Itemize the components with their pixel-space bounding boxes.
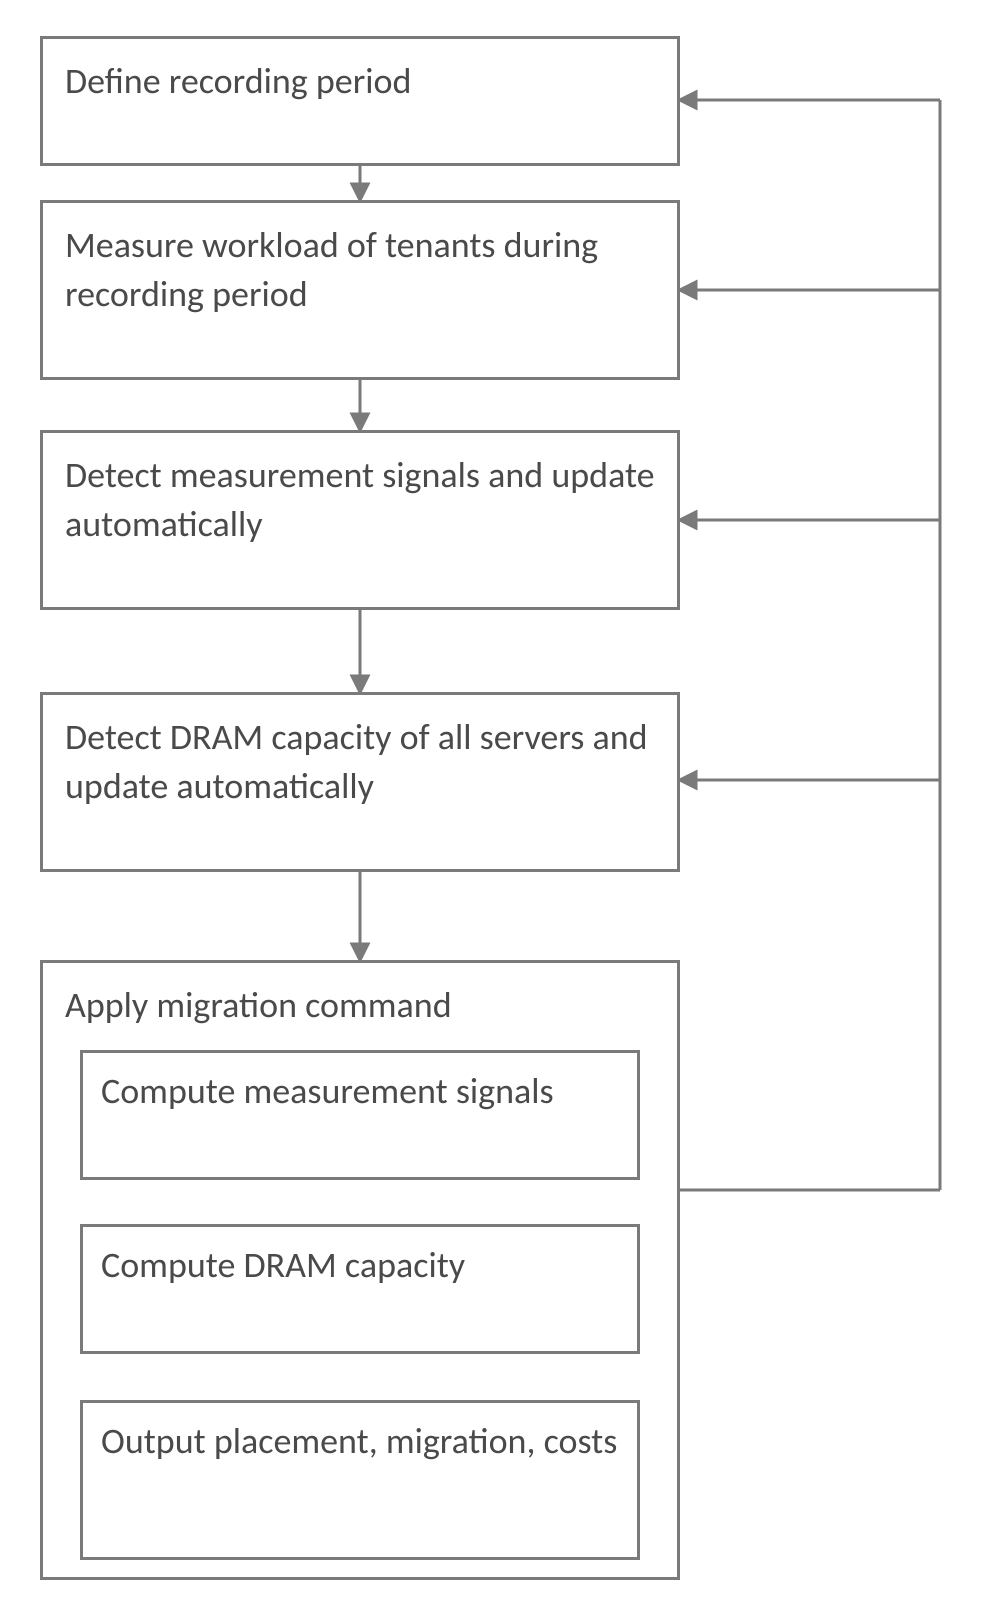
node-detect-signals: Detect measurement signals and update au… <box>40 430 680 610</box>
node-label: Apply migration command <box>65 983 452 1027</box>
subnode-compute-dram: Compute DRAM capacity <box>80 1224 640 1354</box>
subnode-label: Compute DRAM capacity <box>101 1243 465 1287</box>
node-label: Define recording period <box>65 59 411 103</box>
node-label: Measure workload of tenants during recor… <box>65 223 598 316</box>
node-measure-workload: Measure workload of tenants during recor… <box>40 200 680 380</box>
node-label: Detect measurement signals and update au… <box>65 453 655 546</box>
flowchart-canvas: Define recording period Measure workload… <box>0 0 981 1622</box>
subnode-output-placement: Output placement, migration, costs <box>80 1400 640 1560</box>
node-define-recording-period: Define recording period <box>40 36 680 166</box>
node-label: Detect DRAM capacity of all servers and … <box>65 715 648 808</box>
node-detect-dram: Detect DRAM capacity of all servers and … <box>40 692 680 872</box>
subnode-label: Compute measurement signals <box>101 1069 554 1113</box>
subnode-label: Output placement, migration, costs <box>101 1419 617 1463</box>
subnode-compute-signals: Compute measurement signals <box>80 1050 640 1180</box>
